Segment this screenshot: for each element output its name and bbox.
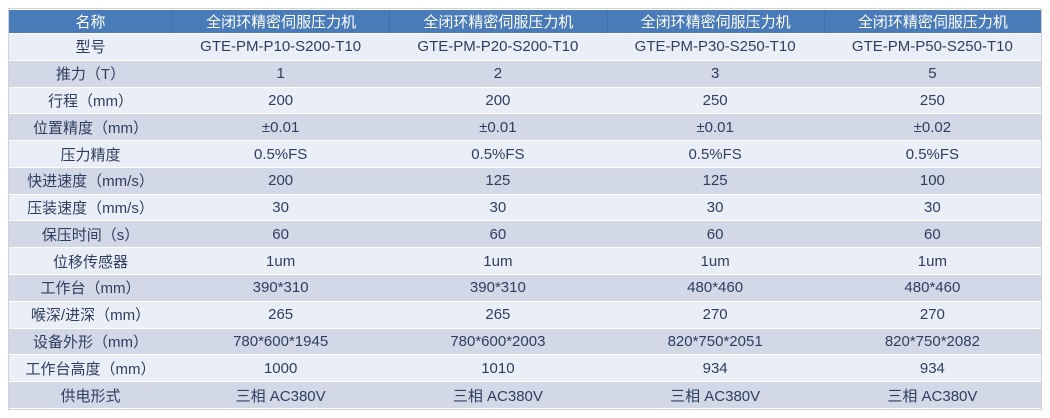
header-cell-product-2: 全闭环精密伺服压力机 xyxy=(389,10,607,33)
cell-value: 0.5%FS xyxy=(389,141,607,167)
cell-value: 60 xyxy=(606,221,824,248)
row-label: 保压时间（s） xyxy=(9,221,172,248)
cell-value: 200 xyxy=(172,167,390,194)
cell-value: 0.5%FS xyxy=(172,141,390,167)
cell-value: 三相 AC380V xyxy=(606,382,824,408)
cell-value: 200 xyxy=(172,87,390,114)
cell-value: 1um xyxy=(172,248,390,275)
cell-value: ±0.01 xyxy=(389,114,607,141)
cell-value: 480*460 xyxy=(606,275,824,301)
row-label: 工作台高度（mm） xyxy=(9,355,172,382)
cell-value: 200 xyxy=(389,87,607,114)
cell-value: 250 xyxy=(823,87,1041,114)
cell-value: 265 xyxy=(389,301,607,328)
cell-value: ±0.01 xyxy=(172,114,390,141)
cell-value: 265 xyxy=(172,301,390,328)
spec-table: 名称 全闭环精密伺服压力机 全闭环精密伺服压力机 全闭环精密伺服压力机 全闭环精… xyxy=(8,8,1042,410)
cell-value: 780*600*2003 xyxy=(389,328,607,355)
row-label: 供电形式 xyxy=(9,382,172,408)
table-row-thrust: 推力（T） 1 2 3 5 xyxy=(9,60,1041,87)
cell-value: 30 xyxy=(606,194,824,221)
cell-value: 三相 AC380V xyxy=(389,382,607,408)
row-label: 喉深/进深（mm） xyxy=(9,301,172,328)
cell-value: 125 xyxy=(389,167,607,194)
cell-value: 3 xyxy=(606,60,824,87)
cell-value: 934 xyxy=(606,355,824,382)
cell-value: 2 xyxy=(389,60,607,87)
cell-value: 60 xyxy=(389,221,607,248)
header-cell-product-1: 全闭环精密伺服压力机 xyxy=(172,10,390,33)
cell-value: 1010 xyxy=(389,355,607,382)
cell-value: GTE-PM-P50-S250-T10 xyxy=(823,34,1041,60)
cell-value: 125 xyxy=(606,167,824,194)
cell-value: 30 xyxy=(389,194,607,221)
table-row-worktable-height: 工作台高度（mm） 1000 1010 934 934 xyxy=(9,355,1041,382)
cell-value: 1um xyxy=(606,248,824,275)
table-row-fast-speed: 快进速度（mm/s） 200 125 125 100 xyxy=(9,167,1041,194)
cell-value: GTE-PM-P10-S200-T10 xyxy=(172,34,390,60)
header-cell-product-3: 全闭环精密伺服压力机 xyxy=(606,10,824,33)
cell-value: 30 xyxy=(823,194,1041,221)
cell-value: 1um xyxy=(389,248,607,275)
header-cell-product-4: 全闭环精密伺服压力机 xyxy=(823,10,1041,33)
table-row-machine-dimensions: 设备外形（mm） 780*600*1945 780*600*2003 820*7… xyxy=(9,328,1041,355)
cell-value: 780*600*1945 xyxy=(172,328,390,355)
table-row-stroke: 行程（mm） 200 200 250 250 xyxy=(9,87,1041,114)
table-row-throat-depth: 喉深/进深（mm） 265 265 270 270 xyxy=(9,301,1041,328)
table-row-hold-time: 保压时间（s） 60 60 60 60 xyxy=(9,221,1041,248)
table-row-press-speed: 压装速度（mm/s） 30 30 30 30 xyxy=(9,194,1041,221)
cell-value: 0.5%FS xyxy=(823,141,1041,167)
row-label: 快进速度（mm/s） xyxy=(9,167,172,194)
row-label: 行程（mm） xyxy=(9,87,172,114)
cell-value: 820*750*2051 xyxy=(606,328,824,355)
cell-value: ±0.01 xyxy=(606,114,824,141)
cell-value: 三相 AC380V xyxy=(172,382,390,408)
row-label: 推力（T） xyxy=(9,60,172,87)
cell-value: 390*310 xyxy=(389,275,607,301)
cell-value: 60 xyxy=(823,221,1041,248)
cell-value: 1 xyxy=(172,60,390,87)
row-label: 型号 xyxy=(9,34,172,60)
cell-value: 250 xyxy=(606,87,824,114)
cell-value: ±0.02 xyxy=(823,114,1041,141)
row-label: 位移传感器 xyxy=(9,248,172,275)
cell-value: 1000 xyxy=(172,355,390,382)
cell-value: 5 xyxy=(823,60,1041,87)
cell-value: GTE-PM-P30-S250-T10 xyxy=(606,34,824,60)
table-row-pressure-accuracy: 压力精度 0.5%FS 0.5%FS 0.5%FS 0.5%FS xyxy=(9,141,1041,167)
header-cell-name: 名称 xyxy=(9,10,172,33)
table-row-displacement-sensor: 位移传感器 1um 1um 1um 1um xyxy=(9,248,1041,275)
row-label: 工作台（mm） xyxy=(9,275,172,301)
cell-value: 1um xyxy=(823,248,1041,275)
cell-value: 270 xyxy=(823,301,1041,328)
cell-value: 100 xyxy=(823,167,1041,194)
cell-value: 0.5%FS xyxy=(606,141,824,167)
cell-value: 480*460 xyxy=(823,275,1041,301)
row-label: 设备外形（mm） xyxy=(9,328,172,355)
table-row-worktable: 工作台（mm） 390*310 390*310 480*460 480*460 xyxy=(9,275,1041,301)
header-row: 名称 全闭环精密伺服压力机 全闭环精密伺服压力机 全闭环精密伺服压力机 全闭环精… xyxy=(9,10,1041,33)
cell-value: 三相 AC380V xyxy=(823,382,1041,408)
row-label: 位置精度（mm） xyxy=(9,114,172,141)
cell-value: 270 xyxy=(606,301,824,328)
cell-value: 820*750*2082 xyxy=(823,328,1041,355)
table-row-power-supply: 供电形式 三相 AC380V 三相 AC380V 三相 AC380V 三相 AC… xyxy=(9,382,1041,408)
table-row-position-accuracy: 位置精度（mm） ±0.01 ±0.01 ±0.01 ±0.02 xyxy=(9,114,1041,141)
cell-value: 934 xyxy=(823,355,1041,382)
cell-value: GTE-PM-P20-S200-T10 xyxy=(389,34,607,60)
table-row-model: 型号 GTE-PM-P10-S200-T10 GTE-PM-P20-S200-T… xyxy=(9,34,1041,60)
cell-value: 30 xyxy=(172,194,390,221)
cell-value: 390*310 xyxy=(172,275,390,301)
row-label: 压力精度 xyxy=(9,141,172,167)
row-label: 压装速度（mm/s） xyxy=(9,194,172,221)
cell-value: 60 xyxy=(172,221,390,248)
